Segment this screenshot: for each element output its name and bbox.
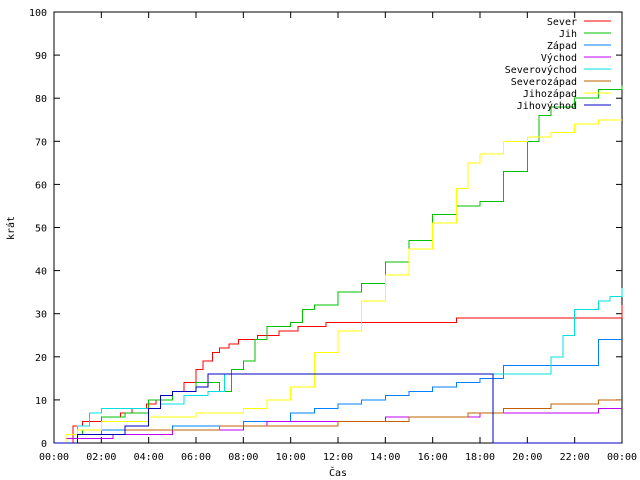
legend: SeverJihZápadVýchodSeverovýchodSeverozáp… bbox=[505, 17, 611, 112]
y-tick-label: 100 bbox=[29, 8, 47, 19]
x-tick-label: 04:00 bbox=[134, 452, 164, 463]
y-axis-title: krát bbox=[5, 216, 17, 240]
series-layer bbox=[54, 85, 623, 444]
x-tick-label: 10:00 bbox=[276, 452, 306, 463]
series-line-7 bbox=[54, 373, 622, 444]
y-tick-label: 50 bbox=[35, 224, 47, 235]
x-tick-label: 06:00 bbox=[181, 452, 211, 463]
series-line-1 bbox=[54, 85, 623, 444]
y-tick-label: 60 bbox=[35, 180, 47, 191]
y-tick-label: 70 bbox=[35, 137, 47, 148]
y-tick-label: 30 bbox=[35, 310, 47, 321]
series-line-6 bbox=[54, 119, 622, 444]
x-tick-label: 00:00 bbox=[39, 452, 69, 463]
x-tick-label: 08:00 bbox=[228, 452, 258, 463]
y-tick-label: 0 bbox=[41, 439, 47, 450]
legend-label: Sever bbox=[547, 17, 577, 28]
legend-label: Západ bbox=[547, 40, 577, 52]
x-tick-label: 20:00 bbox=[512, 452, 542, 463]
y-tick-label: 10 bbox=[35, 396, 47, 407]
x-axis: 00:00 02:00 04:00 06:00 08:00 10:00 12:00 14:00… bbox=[39, 12, 637, 463]
y-tick-label: 90 bbox=[35, 51, 47, 62]
x-tick-label: 22:00 bbox=[560, 452, 590, 463]
x-tick-label: 12:00 bbox=[323, 452, 353, 463]
x-tick-label: 02:00 bbox=[86, 452, 116, 463]
legend-label: Severozápad bbox=[511, 76, 577, 88]
legend-label: Jih bbox=[559, 29, 577, 40]
x-tick-label: 00:00 bbox=[607, 452, 637, 463]
y-tick-label: 80 bbox=[35, 94, 47, 105]
y-tick-label: 20 bbox=[35, 353, 47, 364]
legend-label: Jihozápad bbox=[523, 88, 577, 100]
series-line-2 bbox=[54, 339, 622, 444]
x-tick-label: 16:00 bbox=[418, 452, 448, 463]
x-tick-label: 18:00 bbox=[465, 452, 495, 463]
y-tick-label: 40 bbox=[35, 267, 47, 278]
legend-label: Severovýchod bbox=[505, 64, 577, 76]
series-line-0 bbox=[54, 305, 623, 444]
legend-label: Jihovýchod bbox=[517, 100, 577, 112]
legend-label: Východ bbox=[541, 52, 577, 64]
x-axis-title: Čas bbox=[329, 466, 347, 479]
x-tick-label: 14:00 bbox=[370, 452, 400, 463]
